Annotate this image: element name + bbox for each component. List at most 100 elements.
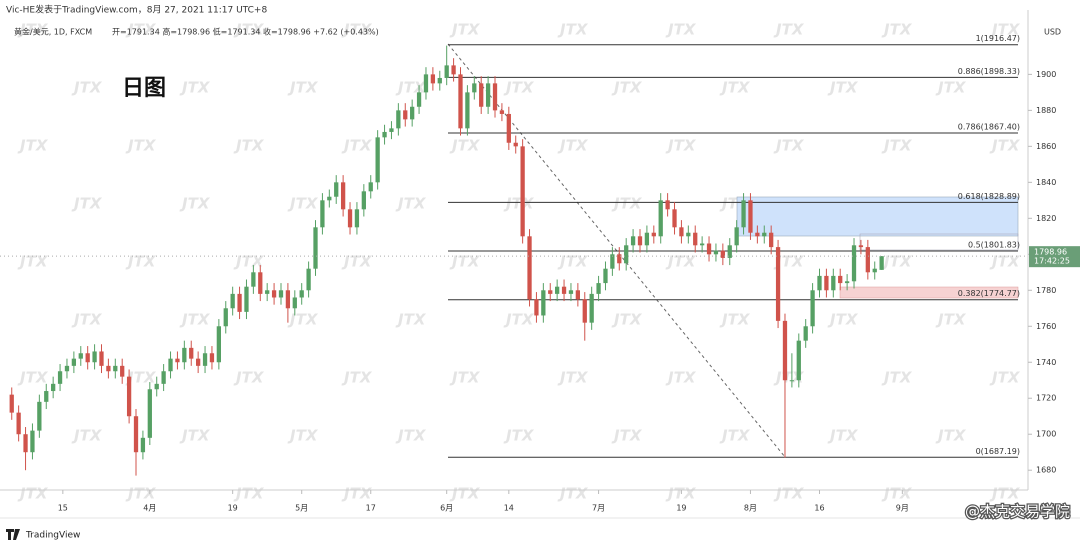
candle-body: [492, 83, 498, 111]
candle-body: [575, 290, 581, 300]
candle-body: [368, 182, 373, 192]
candle-body: [589, 293, 594, 323]
candle-body: [748, 200, 753, 233]
candle-body: [410, 106, 415, 120]
watermark: JTX: [719, 79, 751, 97]
x-tick-label: 4月: [143, 504, 156, 513]
candle-body: [838, 275, 843, 284]
watermark: JTX: [233, 485, 265, 503]
watermark: JTX: [125, 253, 157, 271]
candle-body: [423, 74, 429, 93]
watermark: JTX: [665, 137, 697, 155]
candle-body: [561, 286, 567, 294]
candle-body: [113, 365, 118, 372]
watermark: JTX: [287, 195, 319, 213]
watermark: JTX: [233, 137, 265, 155]
watermark: JTX: [287, 79, 319, 97]
candle-body: [672, 209, 677, 228]
candle-body: [506, 113, 511, 143]
price-tag-countdown: 17:42:25: [1034, 257, 1070, 266]
y-tick-label: 1720: [1036, 394, 1056, 403]
x-tick-label: 7月: [592, 504, 605, 513]
x-tick-label: 17: [366, 504, 376, 513]
candle-body: [865, 247, 870, 273]
candle-body: [382, 131, 387, 138]
y-tick-label: 1880: [1036, 106, 1056, 115]
candle-body: [16, 412, 21, 435]
watermark: JTX: [341, 137, 373, 155]
watermark: JTX: [125, 137, 157, 155]
watermark: JTX: [881, 253, 913, 271]
watermark: JTX: [17, 21, 49, 39]
candle-body: [389, 128, 394, 132]
watermark: JTX: [395, 311, 427, 329]
watermark: JTX: [179, 427, 211, 445]
watermark: JTX: [665, 21, 697, 39]
watermark: JTX: [881, 369, 913, 387]
candle-body: [237, 293, 242, 312]
candle-body: [610, 254, 615, 269]
symbol: 黄金/美元, 1D, FXCM: [14, 27, 92, 37]
candle-body: [244, 286, 249, 312]
watermark: JTX: [503, 427, 535, 445]
candle-body: [361, 191, 366, 210]
watermark: JTX: [395, 195, 427, 213]
candle-body: [520, 146, 525, 237]
watermark: JTX: [611, 195, 643, 213]
watermark: JTX: [125, 369, 157, 387]
candle-body: [485, 83, 491, 107]
candle-body: [182, 347, 187, 363]
candle-body: [78, 353, 83, 359]
candle-body: [37, 401, 42, 431]
candle-body: [851, 245, 857, 282]
x-tick-label: 6月: [440, 504, 453, 513]
watermark: JTX: [665, 253, 697, 271]
candle-body: [789, 380, 795, 382]
watermark: JTX: [287, 427, 319, 445]
watermark: JTX: [557, 21, 589, 39]
watermark: JTX: [773, 253, 805, 271]
watermark: JTX: [773, 21, 805, 39]
candle-body: [265, 290, 270, 294]
brand-logo: [6, 529, 20, 540]
candle-body: [354, 209, 360, 228]
candle-body: [658, 200, 663, 237]
watermark: JTX: [287, 311, 319, 329]
candle-body: [299, 290, 304, 298]
watermark: JTX: [665, 485, 697, 503]
candle-body: [644, 232, 650, 246]
candle-body: [230, 293, 235, 309]
candle-body: [872, 268, 877, 273]
candle-body: [278, 290, 284, 298]
price-tag-value: 1798.96: [1034, 248, 1067, 257]
candle-body: [706, 243, 712, 255]
x-tick-label: 15: [58, 504, 68, 513]
watermark: JTX: [503, 311, 535, 329]
candle-body: [713, 250, 719, 255]
demand-zone: [839, 286, 1019, 299]
watermark: JTX: [17, 485, 49, 503]
watermark: JTX: [179, 311, 211, 329]
candle-body: [71, 358, 77, 366]
supply-zone: [736, 196, 1019, 237]
watermark: JTX: [17, 137, 49, 155]
watermark: JTX: [341, 253, 373, 271]
x-tick-label: 5月: [295, 504, 308, 513]
currency: USD: [1044, 28, 1061, 37]
candle-body: [727, 245, 732, 258]
watermark: JTX: [881, 137, 913, 155]
candle-body: [106, 365, 111, 372]
watermark: JTX: [179, 195, 211, 213]
watermark: JTX: [449, 485, 481, 503]
candle-body: [216, 326, 221, 363]
candle-body: [416, 92, 422, 107]
candle-body: [596, 283, 601, 294]
candle-body: [879, 256, 884, 270]
candle-body: [120, 365, 125, 377]
candle-body: [196, 358, 201, 366]
watermark: JTX: [611, 79, 643, 97]
watermark: JTX: [125, 485, 157, 503]
candle-body: [755, 232, 760, 237]
y-tick-label: 1700: [1036, 430, 1056, 439]
